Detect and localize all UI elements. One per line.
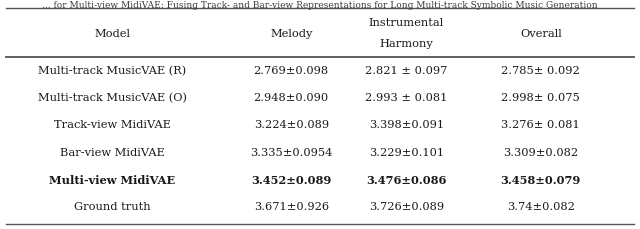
Text: Multi-view MidiVAE: Multi-view MidiVAE <box>49 174 175 185</box>
Text: Multi-track MusicVAE (O): Multi-track MusicVAE (O) <box>38 93 186 103</box>
Text: Instrumental: Instrumental <box>369 18 444 28</box>
Text: 3.229±0.101: 3.229±0.101 <box>369 147 444 157</box>
Text: Ground truth: Ground truth <box>74 202 150 212</box>
Text: 3.398±0.091: 3.398±0.091 <box>369 120 444 130</box>
Text: Model: Model <box>94 28 130 38</box>
Text: Track-view MidiVAE: Track-view MidiVAE <box>54 120 170 130</box>
Text: Bar-view MidiVAE: Bar-view MidiVAE <box>60 147 164 157</box>
Text: 3.452±0.089: 3.452±0.089 <box>251 174 332 185</box>
Text: 3.671±0.926: 3.671±0.926 <box>253 202 329 212</box>
Text: 2.821 ± 0.097: 2.821 ± 0.097 <box>365 65 447 75</box>
Text: Melody: Melody <box>270 28 312 38</box>
Text: 2.998± 0.075: 2.998± 0.075 <box>501 93 580 103</box>
Text: 3.335±0.0954: 3.335±0.0954 <box>250 147 332 157</box>
Text: 2.785± 0.092: 2.785± 0.092 <box>501 65 580 75</box>
Text: 2.948±0.090: 2.948±0.090 <box>253 93 329 103</box>
Text: 3.726±0.089: 3.726±0.089 <box>369 202 444 212</box>
Text: ... for Multi-view MidiVAE: Fusing Track- and Bar-view Representations for Long : ... for Multi-view MidiVAE: Fusing Track… <box>42 1 598 10</box>
Text: 3.476±0.086: 3.476±0.086 <box>366 174 447 185</box>
Text: 2.993 ± 0.081: 2.993 ± 0.081 <box>365 93 447 103</box>
Text: Harmony: Harmony <box>380 39 433 49</box>
Text: 3.224±0.089: 3.224±0.089 <box>253 120 329 130</box>
Text: 3.458±0.079: 3.458±0.079 <box>500 174 581 185</box>
Text: Overall: Overall <box>520 28 562 38</box>
Text: 3.276± 0.081: 3.276± 0.081 <box>501 120 580 130</box>
Text: Multi-track MusicVAE (R): Multi-track MusicVAE (R) <box>38 65 186 75</box>
Text: 3.74±0.082: 3.74±0.082 <box>507 202 575 212</box>
Text: 2.769±0.098: 2.769±0.098 <box>253 65 329 75</box>
Text: 3.309±0.082: 3.309±0.082 <box>503 147 579 157</box>
